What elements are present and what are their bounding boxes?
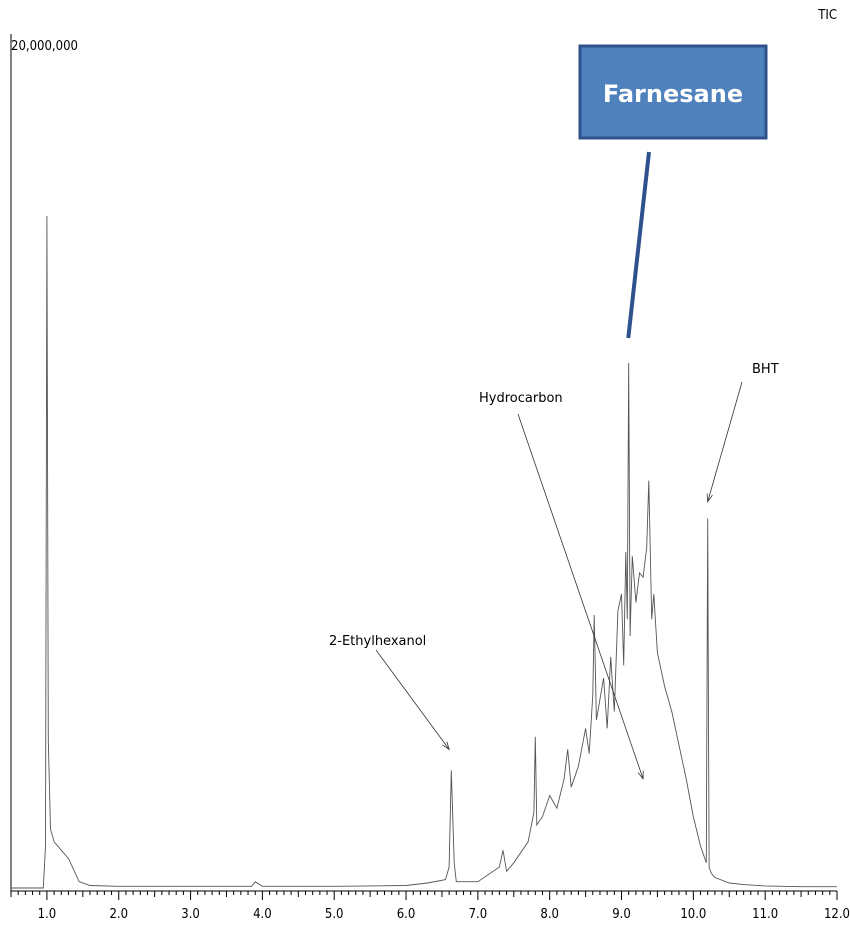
annotation-label: BHT bbox=[752, 362, 779, 377]
plot-frame bbox=[10, 34, 837, 892]
annotation-arrow bbox=[375, 649, 450, 750]
x-tick-label: 10.0 bbox=[680, 907, 706, 922]
farnesane-callout: Farnesane bbox=[578, 44, 768, 339]
tic-trace-line bbox=[11, 215, 837, 889]
x-tick-label: 3.0 bbox=[181, 907, 200, 922]
annotation-label: 2-Ethylhexanol bbox=[329, 634, 426, 649]
x-tick-label: 9.0 bbox=[612, 907, 631, 922]
callout-box bbox=[578, 44, 768, 140]
annotation-arrowhead bbox=[706, 493, 713, 503]
x-tick-label: 5.0 bbox=[325, 907, 344, 922]
x-tick-label: 11.0 bbox=[752, 907, 778, 922]
callout-pointer bbox=[626, 151, 651, 339]
annotation-label: Hydrocarbon bbox=[479, 391, 563, 406]
x-tick-label: 2.0 bbox=[109, 907, 128, 922]
annotation-arrow bbox=[517, 413, 644, 779]
peak-annotations: 2-Ethylhexanol Hydrocarbon BHT bbox=[329, 362, 779, 780]
y-max-label: 20,000,000 bbox=[11, 39, 78, 54]
x-axis-ticks bbox=[10, 891, 838, 900]
callout-label: Farnesane bbox=[603, 80, 743, 108]
annotation-arrow bbox=[707, 381, 743, 502]
x-axis-tick-labels: 1.0 2.0 3.0 4.0 5.0 6.0 7.0 8.0 9.0 10.0 11.0 12.0 bbox=[38, 907, 850, 922]
annotation-arrowhead bbox=[637, 770, 644, 780]
x-tick-label: 6.0 bbox=[397, 907, 416, 922]
trace-label: TIC bbox=[817, 8, 837, 23]
x-tick-label: 4.0 bbox=[253, 907, 272, 922]
x-tick-label: 8.0 bbox=[540, 907, 559, 922]
x-tick-label: 7.0 bbox=[469, 907, 488, 922]
x-tick-label: 12.0 bbox=[824, 907, 850, 922]
annotation-arrowhead bbox=[442, 741, 450, 751]
x-tick-label: 1.0 bbox=[38, 907, 57, 922]
